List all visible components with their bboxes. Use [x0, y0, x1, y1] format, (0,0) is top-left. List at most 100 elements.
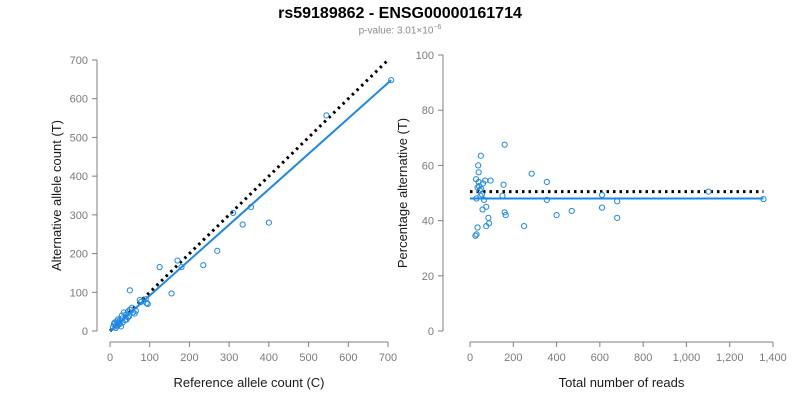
right-data-point	[502, 211, 509, 219]
right-y-tick-label: 80	[422, 105, 434, 117]
right-data-point	[543, 196, 550, 203]
right-x-tick-label: 1,400	[759, 352, 787, 364]
right-data-point	[479, 206, 486, 213]
right-data-point	[499, 192, 506, 199]
right-x-tick-label: 600	[591, 352, 609, 364]
left-reference-line	[108, 58, 390, 333]
left-data-point	[144, 300, 151, 307]
left-data-point	[323, 112, 330, 119]
right-data-point	[473, 231, 480, 238]
left-data-point	[239, 221, 246, 228]
left-data-point	[200, 262, 207, 269]
right-x-tick-label: 800	[634, 352, 652, 364]
right-y-tick-label: 100	[416, 50, 434, 62]
right-y-tick-label: 20	[422, 271, 434, 283]
right-data-point	[598, 204, 606, 211]
left-x-tick-label: 700	[379, 352, 397, 364]
right-data-point	[500, 181, 507, 188]
right-data-point	[472, 232, 479, 239]
right-x-tick-label: 400	[547, 352, 565, 364]
left-data-point	[124, 314, 131, 321]
right-panel: 0 200 400 600 800 1,000 1,200 1,400 0 20 40 60 80 100…	[395, 50, 787, 390]
left-fit-line	[109, 79, 392, 332]
right-data-point	[485, 220, 493, 227]
left-y-tick-label: 0	[82, 326, 88, 338]
left-data-point	[168, 290, 175, 297]
right-data-point	[598, 191, 606, 199]
left-x-tick-label: 600	[339, 352, 357, 364]
left-data-point	[265, 219, 272, 226]
right-y-tick-label: 60	[422, 160, 434, 172]
right-data-point	[475, 162, 482, 169]
chart-title: rs59189862 - ENSG00000161714	[278, 5, 522, 22]
left-data-point	[126, 287, 133, 294]
right-x-axis-title: Total number of reads	[559, 375, 685, 390]
left-data-point	[119, 319, 126, 326]
left-y-tick-label: 700	[70, 55, 88, 67]
left-x-tick-label: 300	[220, 352, 238, 364]
right-data-point	[543, 178, 550, 186]
left-data-point	[120, 309, 128, 316]
right-x-tick-label: 1,000	[673, 352, 701, 364]
right-x-tick-label: 0	[467, 352, 473, 364]
left-x-tick-label: 400	[260, 352, 278, 364]
right-y-tick-label: 0	[428, 326, 434, 338]
right-data-point	[478, 185, 485, 192]
left-y-tick-label: 500	[70, 132, 88, 144]
left-y-tick-label: 200	[70, 249, 88, 261]
left-data-point	[118, 323, 125, 330]
right-data-point	[474, 224, 481, 231]
left-x-tick-label: 0	[107, 352, 113, 364]
left-data-point	[388, 77, 395, 84]
left-data-point	[114, 316, 122, 323]
right-data-point	[472, 176, 480, 183]
left-data-point	[137, 298, 145, 306]
right-y-axis-title: Percentage alternative (T)	[395, 118, 410, 268]
right-data-point	[553, 211, 560, 219]
left-panel: 0 100 200 300 400 500 600 700 0 100 200 300 400 500 60…	[49, 55, 397, 390]
right-x-tick-label: 200	[504, 352, 522, 364]
left-y-tick-label: 300	[70, 210, 88, 222]
left-data-point	[214, 247, 221, 254]
left-x-tick-label: 500	[299, 352, 317, 364]
right-data-point	[485, 214, 492, 221]
left-y-tick-label: 400	[70, 171, 88, 183]
left-x-axis-title: Reference allele count (C)	[173, 375, 324, 390]
right-data-point	[483, 203, 490, 210]
left-x-tick-label: 200	[180, 352, 198, 364]
right-data-point	[480, 196, 488, 203]
left-data-point	[129, 309, 137, 316]
left-data-point	[174, 257, 181, 264]
left-data-point	[156, 264, 163, 271]
left-data-point	[247, 204, 255, 211]
right-data-point	[568, 207, 575, 215]
right-data-point	[528, 170, 535, 177]
left-data-point	[178, 264, 185, 271]
right-data-point	[474, 184, 481, 191]
left-y-tick-label: 100	[70, 287, 88, 299]
right-data-point	[614, 214, 621, 221]
right-data-point	[487, 177, 494, 184]
right-data-point	[705, 188, 712, 195]
right-data-point	[760, 195, 767, 203]
left-data-point	[131, 310, 138, 317]
pvalue-text: p-value: 3.01×10	[358, 25, 434, 37]
right-data-point	[475, 169, 482, 176]
right-data-point	[614, 198, 621, 205]
left-y-tick-label: 600	[70, 94, 88, 106]
right-y-tick-label: 40	[422, 216, 434, 228]
left-data-point	[230, 209, 237, 217]
pvalue-exponent: −6	[433, 24, 442, 31]
left-x-tick-label: 100	[141, 352, 159, 364]
right-data-point	[477, 192, 484, 199]
left-y-axis-title: Alternative allele count (T)	[49, 120, 64, 271]
chart-subtitle: p-value: 3.01×10−6	[0, 24, 800, 36]
left-data-point	[110, 320, 118, 328]
left-data-point	[143, 300, 150, 307]
right-x-tick-label: 1,200	[716, 352, 744, 364]
right-data-point	[501, 209, 508, 216]
right-data-point	[521, 223, 528, 230]
right-data-point	[477, 152, 484, 159]
left-data-point	[112, 324, 119, 332]
